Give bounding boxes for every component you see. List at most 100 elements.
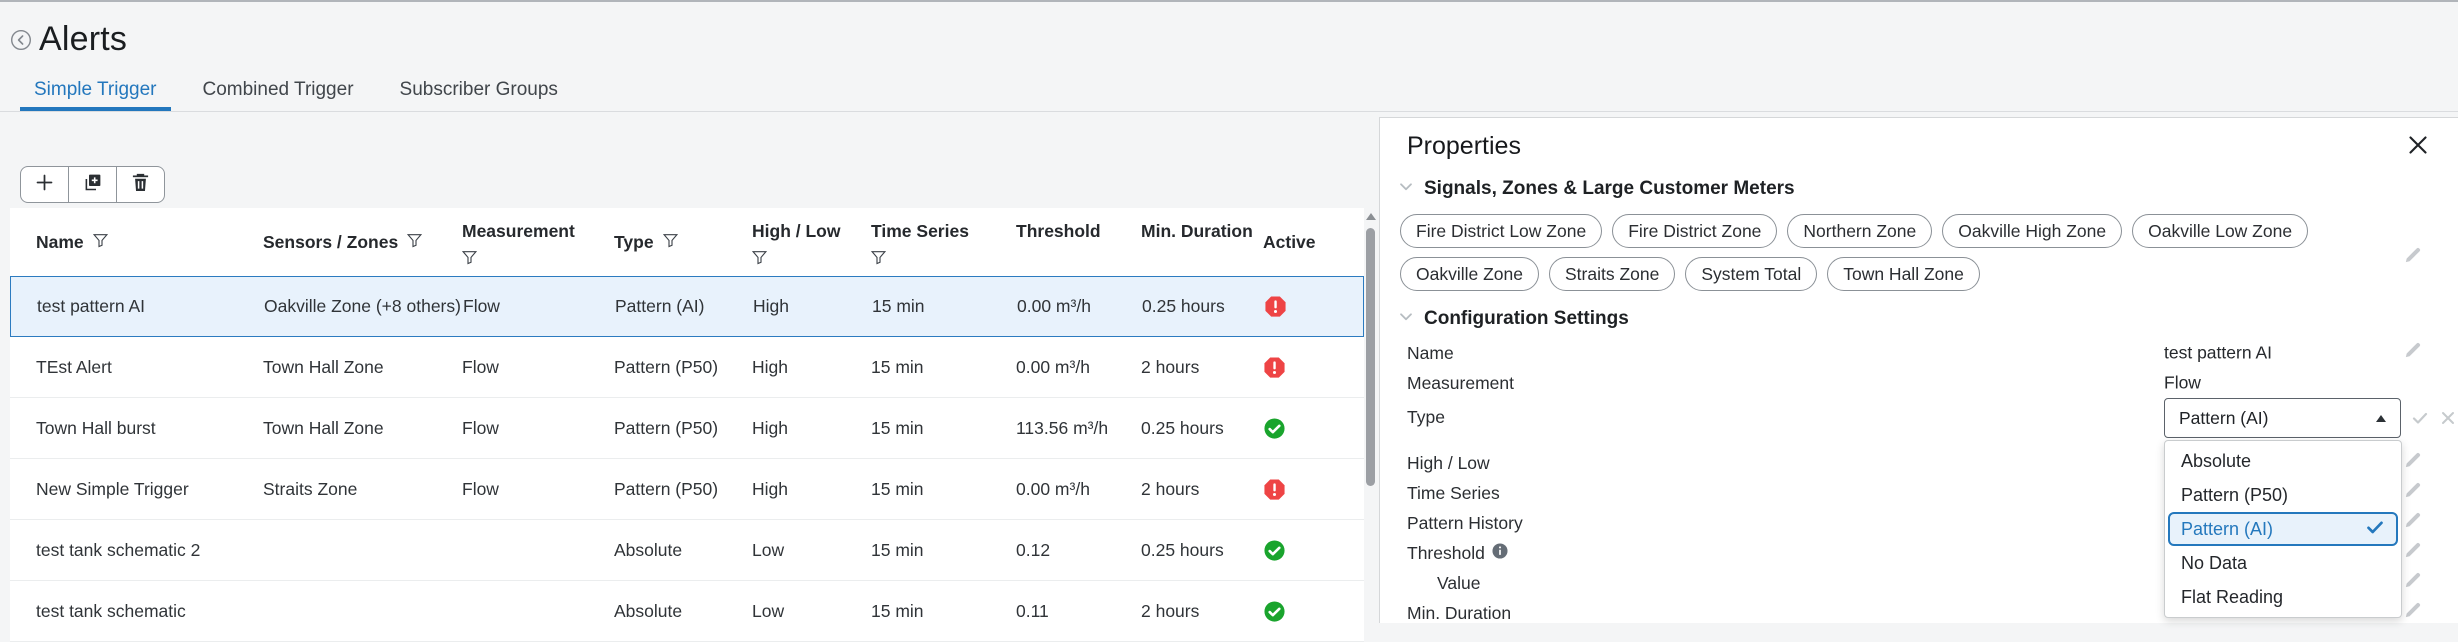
column-header-threshold: Threshold bbox=[1016, 221, 1101, 241]
filter-icon[interactable] bbox=[407, 232, 423, 253]
filter-icon[interactable] bbox=[662, 232, 678, 253]
field-high-low: High / Low bbox=[1380, 448, 2458, 478]
cell-high-low: High bbox=[752, 478, 788, 499]
scrollbar-up-arrow-icon[interactable] bbox=[1366, 213, 1376, 220]
edit-pencil-icon[interactable] bbox=[2403, 481, 2422, 505]
error-octagon-icon bbox=[1264, 478, 1285, 500]
dropdown-option[interactable]: No Data bbox=[2181, 552, 2248, 573]
field-time-series: Time Series bbox=[1380, 478, 2458, 508]
zone-chip[interactable]: Straits Zone bbox=[1549, 257, 1676, 291]
column-header-measurement: Measurement bbox=[461, 208, 614, 276]
dropdown-option-selected[interactable]: Pattern (AI) bbox=[2168, 512, 2398, 546]
zone-chip[interactable]: Oakville Low Zone bbox=[2132, 214, 2309, 248]
page-title: Alerts bbox=[39, 20, 128, 58]
filter-icon[interactable] bbox=[92, 232, 108, 253]
cell-sensors-zones: Town Hall Zone bbox=[263, 356, 384, 377]
confirm-cancel-icons bbox=[2410, 408, 2458, 433]
table-row[interactable]: test tank schematic 2 Absolute Low 15 mi… bbox=[10, 520, 1364, 581]
tab-bar: Simple Trigger Combined Trigger Subscrib… bbox=[0, 71, 2458, 112]
cell-threshold: 0.12 bbox=[1016, 539, 1051, 560]
filter-icon[interactable] bbox=[870, 249, 887, 270]
confirm-check-icon[interactable] bbox=[2410, 408, 2430, 433]
scrollbar-thumb[interactable] bbox=[1366, 228, 1375, 486]
edit-pencil-icon[interactable] bbox=[2403, 511, 2422, 535]
cell-sensors-zones: Oakville Zone (+8 others) bbox=[264, 296, 461, 316]
tab-simple-trigger[interactable]: Simple Trigger bbox=[20, 71, 171, 111]
table-row[interactable]: test tank schematic Absolute Low 15 min … bbox=[10, 581, 1364, 642]
cell-sensors-zones: Straits Zone bbox=[263, 478, 358, 499]
cell-threshold: 0.00 m³/h bbox=[1016, 478, 1090, 499]
table-row[interactable]: TEst Alert Town Hall Zone Flow Pattern (… bbox=[10, 337, 1364, 398]
tab-subscriber-groups[interactable]: Subscriber Groups bbox=[399, 79, 558, 100]
cell-time-series: 15 min bbox=[871, 539, 924, 560]
check-circle-icon bbox=[1264, 539, 1285, 561]
dropdown-option[interactable]: Absolute bbox=[2181, 450, 2252, 471]
cell-min-duration: 0.25 hours bbox=[1142, 296, 1225, 316]
type-select[interactable]: Pattern (AI) bbox=[2164, 398, 2401, 438]
cell-time-series: 15 min bbox=[872, 296, 925, 316]
cell-sensors-zones: Town Hall Zone bbox=[263, 417, 384, 438]
zone-chip[interactable]: Fire District Zone bbox=[1612, 214, 1778, 248]
edit-pencil-icon[interactable] bbox=[2403, 601, 2422, 625]
delete-alert-button[interactable] bbox=[116, 166, 165, 203]
section-signals-zones[interactable]: Signals, Zones & Large Customer Meters bbox=[1398, 178, 1795, 200]
section-configuration-settings[interactable]: Configuration Settings bbox=[1398, 308, 1629, 330]
cell-threshold: 0.00 m³/h bbox=[1017, 296, 1091, 316]
check-circle-icon bbox=[1264, 417, 1285, 439]
cell-high-low: High bbox=[753, 296, 789, 316]
properties-title: Properties bbox=[1407, 132, 1521, 160]
zone-chip[interactable]: Town Hall Zone bbox=[1827, 257, 1980, 291]
error-octagon-icon bbox=[1264, 356, 1285, 378]
column-header-high-low: High / Low bbox=[751, 208, 871, 276]
alerts-table: Name Sensors / Zones Measurement Type Hi… bbox=[10, 208, 1364, 642]
caret-up-icon bbox=[2376, 414, 2386, 422]
filter-icon[interactable] bbox=[751, 249, 768, 270]
chevron-down-icon bbox=[1398, 309, 1414, 330]
column-header-time-series: Time Series bbox=[870, 208, 1016, 276]
table-row[interactable]: test pattern AI Oakville Zone (+8 others… bbox=[10, 276, 1364, 337]
cancel-x-icon[interactable] bbox=[2438, 408, 2458, 433]
cell-measurement: Flow bbox=[463, 296, 500, 316]
table-scrollbar bbox=[1364, 208, 1378, 623]
edit-pencil-icon[interactable] bbox=[2403, 451, 2422, 475]
zone-chip[interactable]: Northern Zone bbox=[1787, 214, 1933, 248]
table-row[interactable]: Town Hall burst Town Hall Zone Flow Patt… bbox=[10, 398, 1364, 459]
info-icon[interactable] bbox=[1492, 542, 1508, 564]
close-icon[interactable] bbox=[2406, 133, 2430, 162]
back-icon[interactable] bbox=[10, 29, 32, 51]
edit-pencil-icon[interactable] bbox=[2403, 246, 2422, 270]
zone-chip[interactable]: Oakville High Zone bbox=[1942, 214, 2123, 248]
cell-name: test tank schematic 2 bbox=[36, 539, 201, 560]
cell-measurement: Flow bbox=[462, 356, 499, 377]
column-header-sensors-zones: Sensors / Zones bbox=[263, 208, 462, 276]
field-measurement: Measurement Flow bbox=[1407, 372, 2201, 393]
tab-combined-trigger[interactable]: Combined Trigger bbox=[202, 79, 354, 100]
table-row[interactable]: New Simple Trigger Straits Zone Flow Pat… bbox=[10, 459, 1364, 520]
duplicate-alert-button[interactable] bbox=[68, 166, 117, 203]
zone-chip[interactable]: Fire District Low Zone bbox=[1400, 214, 1603, 248]
plus-icon bbox=[34, 172, 55, 198]
edit-pencil-icon[interactable] bbox=[2403, 341, 2422, 365]
add-alert-button[interactable] bbox=[20, 166, 69, 203]
field-threshold: Threshold bbox=[1380, 538, 2458, 568]
cell-name: TEst Alert bbox=[36, 356, 112, 377]
zone-chip[interactable]: Oakville Zone bbox=[1400, 257, 1539, 291]
cell-type: Absolute bbox=[614, 539, 683, 560]
field-name: Name test pattern AI bbox=[1380, 338, 2458, 368]
edit-pencil-icon[interactable] bbox=[2403, 541, 2422, 565]
edit-pencil-icon[interactable] bbox=[2403, 571, 2422, 595]
table-toolbar bbox=[20, 166, 165, 203]
dropdown-option[interactable]: Flat Reading bbox=[2181, 586, 2284, 607]
cell-min-duration: 2 hours bbox=[1141, 356, 1200, 377]
filter-icon[interactable] bbox=[461, 249, 478, 270]
field-pattern-history: Pattern History bbox=[1380, 508, 2458, 538]
dropdown-option[interactable]: Pattern (P50) bbox=[2181, 484, 2289, 505]
cell-min-duration: 2 hours bbox=[1141, 478, 1200, 499]
type-dropdown-menu: Absolute Pattern (P50) Pattern (AI) No D… bbox=[2164, 440, 2402, 618]
column-header-name: Name bbox=[36, 208, 263, 276]
cell-high-low: Low bbox=[752, 600, 785, 621]
zone-chip[interactable]: System Total bbox=[1685, 257, 1818, 291]
cell-type: Pattern (P50) bbox=[614, 478, 719, 499]
check-circle-icon bbox=[1264, 600, 1285, 622]
cell-name: test tank schematic bbox=[36, 600, 186, 621]
